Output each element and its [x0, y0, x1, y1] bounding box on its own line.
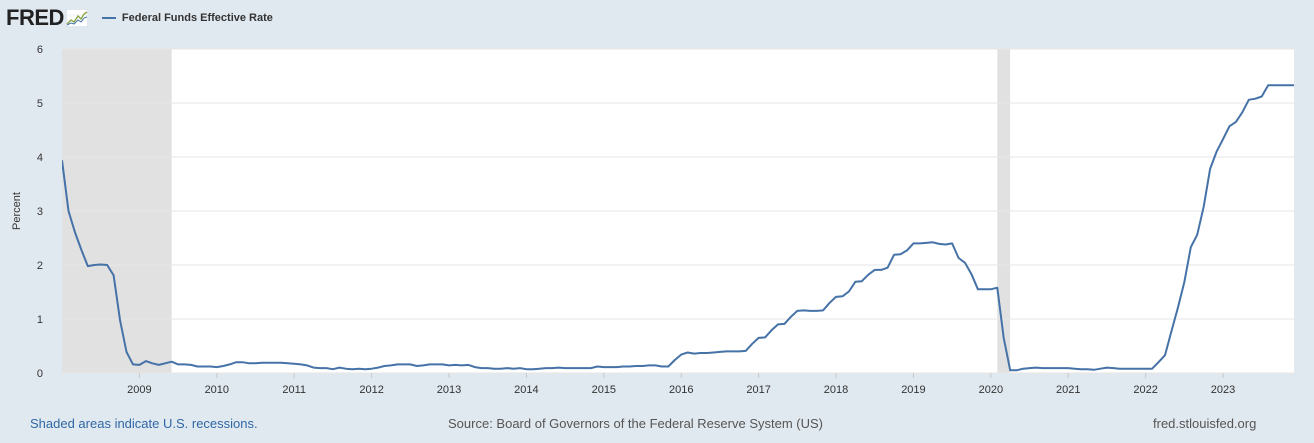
x-tick-label-2013: 2013 — [437, 384, 461, 396]
site-link[interactable]: fred.stlouisfed.org — [1153, 416, 1257, 431]
x-tick-label-2022: 2022 — [1133, 384, 1157, 396]
legend-label: Federal Funds Effective Rate — [121, 12, 273, 24]
y-tick-label-6: 6 — [37, 44, 43, 56]
y-tick-label-3: 3 — [37, 206, 43, 218]
y-tick-label-2: 2 — [37, 260, 43, 272]
chart-legend: Federal Funds Effective Rate — [101, 12, 273, 24]
x-tick-label-2019: 2019 — [901, 384, 925, 396]
x-tick-label-2010: 2010 — [205, 384, 229, 396]
x-tick-label-2020: 2020 — [979, 384, 1003, 396]
x-tick-label-2015: 2015 — [592, 384, 616, 396]
x-tick-label-2021: 2021 — [1056, 384, 1080, 396]
x-tick-label-2014: 2014 — [514, 384, 538, 396]
x-tick-label-2017: 2017 — [746, 384, 770, 396]
chart-header: FRED Federal Funds Effective Rate — [6, 6, 273, 30]
y-axis-label: Percent — [11, 192, 23, 230]
x-tick-label-2023: 2023 — [1211, 384, 1235, 396]
x-tick-label-2009: 2009 — [127, 384, 151, 396]
fred-logo[interactable]: FRED — [6, 5, 64, 30]
y-tick-label-0: 0 — [37, 368, 43, 380]
legend-swatch — [101, 17, 116, 19]
fred-logo-graph-icon[interactable] — [65, 9, 88, 27]
x-tick-label-2012: 2012 — [359, 384, 383, 396]
y-tick-label-4: 4 — [37, 152, 43, 164]
x-tick-label-2018: 2018 — [824, 384, 848, 396]
y-tick-label-1: 1 — [37, 314, 43, 326]
x-tick-label-2016: 2016 — [669, 384, 693, 396]
recession-note[interactable]: Shaded areas indicate U.S. recessions. — [30, 416, 258, 431]
x-tick-label-2011: 2011 — [282, 384, 306, 396]
series-line-1 — [62, 84, 1294, 372]
source-note: Source: Board of Governors of the Federa… — [448, 416, 823, 431]
y-tick-label-5: 5 — [37, 98, 43, 110]
